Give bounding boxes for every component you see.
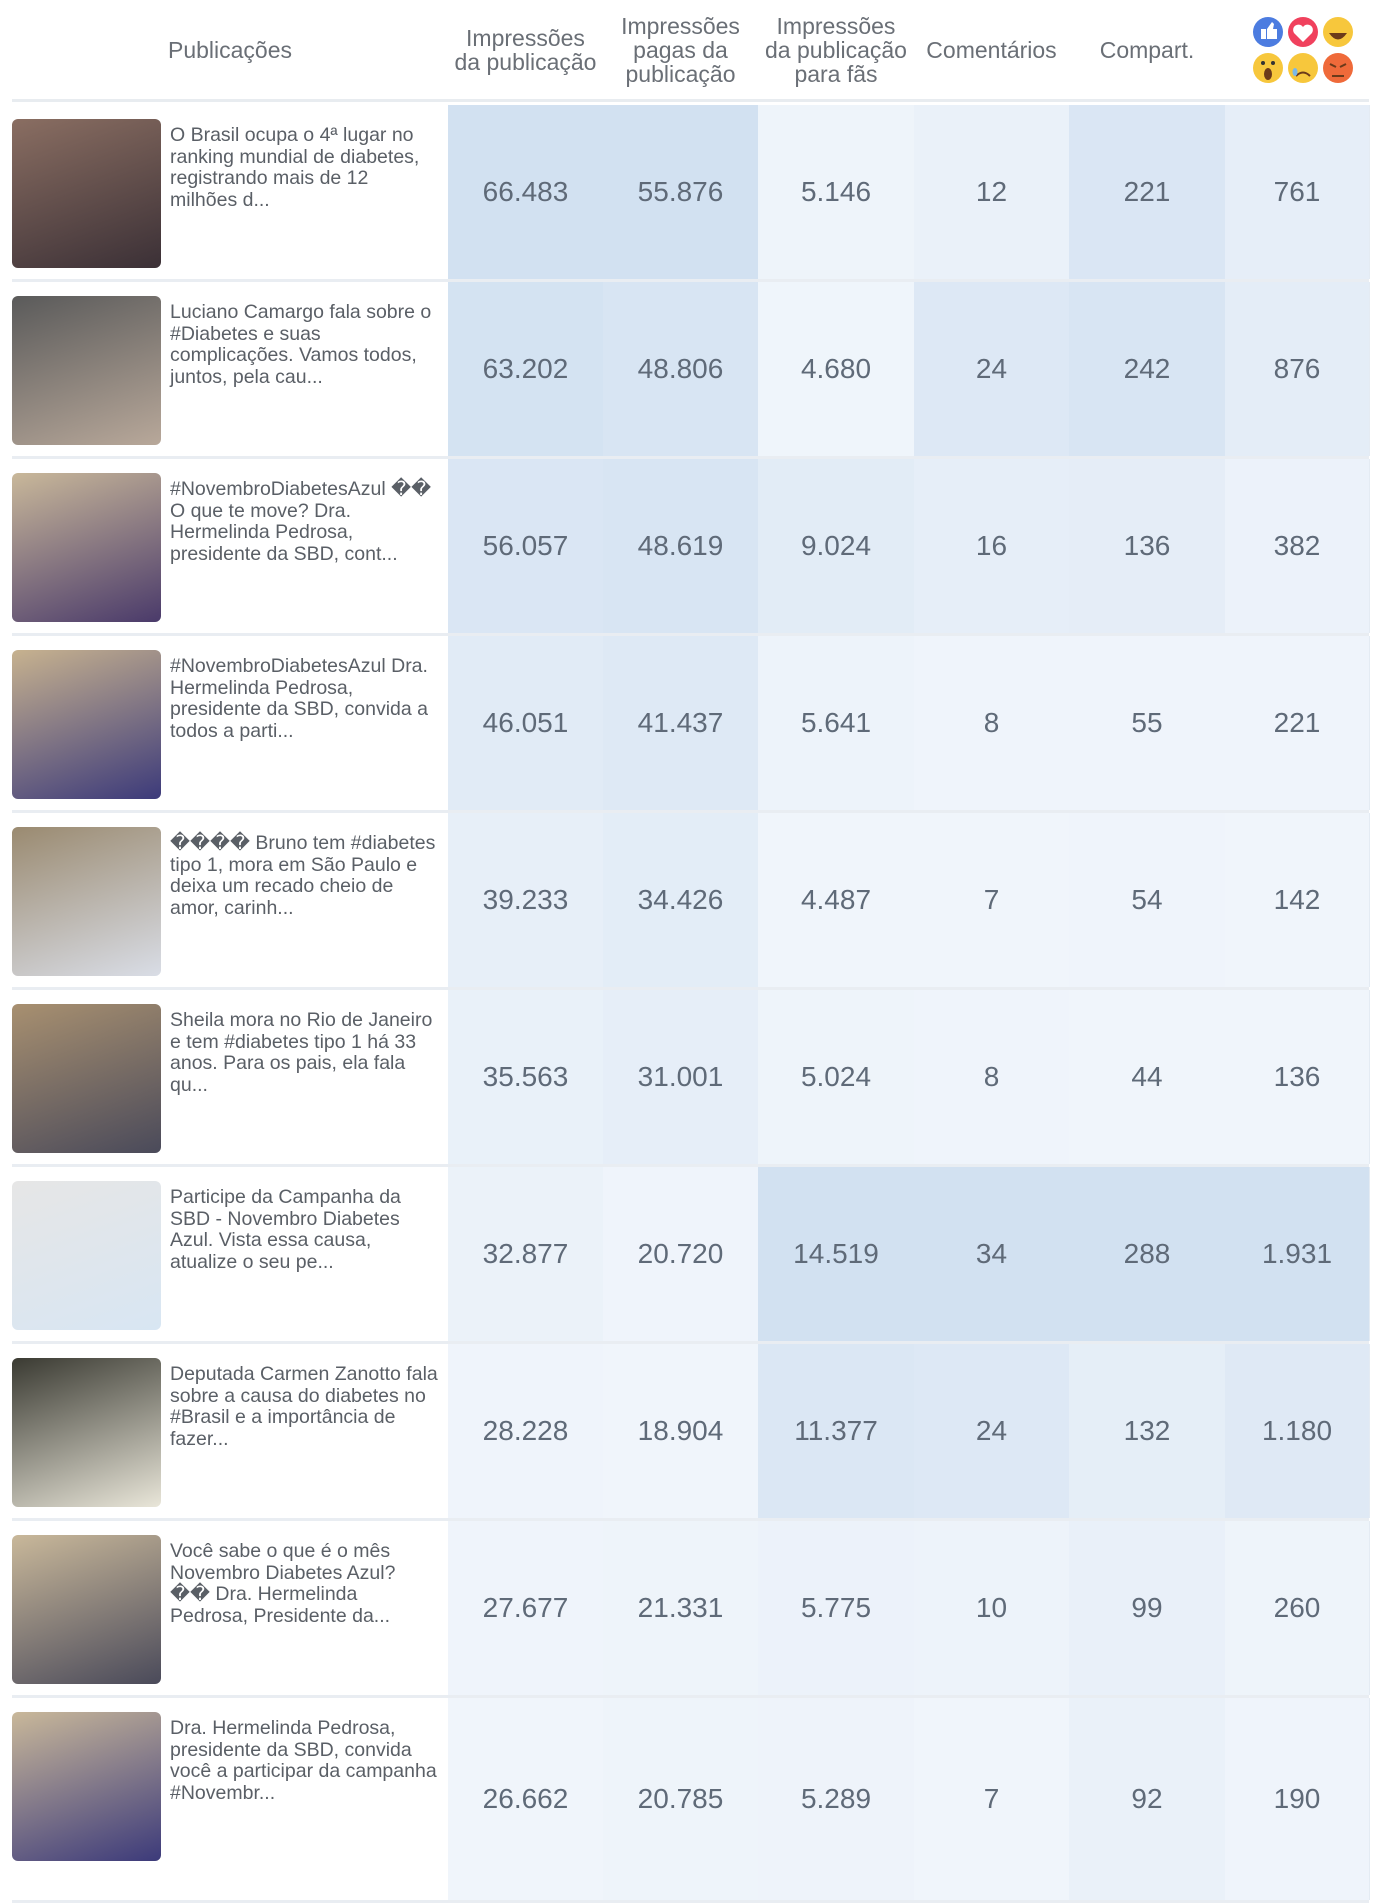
metric-cell: 5.775 [758, 1521, 915, 1695]
post-thumbnail [12, 1358, 161, 1507]
column-header: Publicações [167, 37, 293, 63]
column-header: Compart. [1099, 37, 1195, 63]
table-row: Participe da Campanha da SBD - Novembro … [12, 1167, 1370, 1344]
metric-cell: 11.377 [758, 1344, 915, 1518]
metric-cell: 55 [1069, 636, 1226, 810]
metric-cell: 221 [1069, 105, 1226, 279]
metric-cell: 382 [1225, 459, 1370, 633]
column-header: Impressões pagas da publicação [621, 13, 740, 87]
table-row: ���� Bruno tem #diabetes tipo 1, mora em… [12, 813, 1370, 990]
metric-cell: 39.233 [448, 813, 604, 987]
metric-cell: 1.931 [1225, 1167, 1370, 1341]
metric-cell: 99 [1069, 1521, 1226, 1695]
metric-cell: 260 [1225, 1521, 1370, 1695]
metric-cell: 92 [1069, 1698, 1226, 1900]
metric-cell: 9.024 [758, 459, 915, 633]
table-row: Luciano Camargo fala sobre o #Diabetes e… [12, 282, 1370, 459]
metric-cell: 21.331 [603, 1521, 759, 1695]
column-header: Comentários [926, 37, 1057, 63]
metric-cell: 12 [914, 105, 1070, 279]
metric-cell: 14.519 [758, 1167, 915, 1341]
metric-cell: 20.720 [603, 1167, 759, 1341]
post-text: Sheila mora no Rio de Janeiro e tem #dia… [170, 1009, 433, 1096]
metric-cell: 7 [914, 813, 1070, 987]
metric-cell: 31.001 [603, 990, 759, 1164]
metric-cell: 242 [1069, 282, 1226, 456]
post-text: ���� Bruno tem #diabetes tipo 1, mora em… [170, 832, 436, 919]
metric-cell: 132 [1069, 1344, 1226, 1518]
post-thumbnail [12, 1712, 161, 1861]
post-text: Dra. Hermelinda Pedrosa, presidente da S… [170, 1717, 437, 1804]
metric-cell: 8 [914, 636, 1070, 810]
metric-cell: 5.024 [758, 990, 915, 1164]
metric-cell: 7 [914, 1698, 1070, 1900]
metric-cell: 24 [914, 282, 1070, 456]
metric-cell: 35.563 [448, 990, 604, 1164]
metric-cell: 288 [1069, 1167, 1226, 1341]
table-row: #NovembroDiabetesAzul Dra. Hermelinda Pe… [12, 636, 1370, 813]
metric-cell: 41.437 [603, 636, 759, 810]
metric-cell: 28.228 [448, 1344, 604, 1518]
metric-cell: 34 [914, 1167, 1070, 1341]
metric-cell: 1.180 [1225, 1344, 1370, 1518]
metric-cell: 66.483 [448, 105, 604, 279]
metric-cell: 34.426 [603, 813, 759, 987]
table-row: Você sabe o que é o mês Novembro Diabete… [12, 1521, 1370, 1698]
metric-cell: 136 [1069, 459, 1226, 633]
post-text: Deputada Carmen Zanotto fala sobre a cau… [170, 1363, 438, 1450]
metric-cell: 5.641 [758, 636, 915, 810]
metric-cell: 16 [914, 459, 1070, 633]
metric-cell: 32.877 [448, 1167, 604, 1341]
metric-cell: 5.289 [758, 1698, 915, 1900]
metric-cell: 56.057 [448, 459, 604, 633]
metric-cell: 44 [1069, 990, 1226, 1164]
post-text: O Brasil ocupa o 4ª lugar no ranking mun… [170, 124, 420, 211]
metric-cell: 221 [1225, 636, 1370, 810]
metric-cell: 46.051 [448, 636, 604, 810]
metric-cell: 761 [1225, 105, 1370, 279]
metric-cell: 26.662 [448, 1698, 604, 1900]
metric-cell: 20.785 [603, 1698, 759, 1900]
metric-cell: 136 [1225, 990, 1370, 1164]
metric-cell: 8 [914, 990, 1070, 1164]
post-text: #NovembroDiabetesAzul �� O que te move? … [170, 478, 432, 565]
post-thumbnail [12, 1181, 161, 1330]
metric-cell: 48.619 [603, 459, 759, 633]
metric-cell: 48.806 [603, 282, 759, 456]
post-text: Luciano Camargo fala sobre o #Diabetes e… [170, 301, 432, 388]
metric-cell: 876 [1225, 282, 1370, 456]
metric-cell: 4.680 [758, 282, 915, 456]
table-row: Deputada Carmen Zanotto fala sobre a cau… [12, 1344, 1370, 1521]
post-thumbnail [12, 119, 161, 268]
post-text: #NovembroDiabetesAzul Dra. Hermelinda Pe… [170, 655, 428, 742]
post-text: Participe da Campanha da SBD - Novembro … [170, 1186, 401, 1273]
column-header: Impressões da publicação [454, 25, 597, 75]
post-thumbnail [12, 827, 161, 976]
post-thumbnail [12, 1004, 161, 1153]
post-thumbnail [12, 1535, 161, 1684]
metric-cell: 24 [914, 1344, 1070, 1518]
metric-cell: 5.146 [758, 105, 915, 279]
metric-cell: 55.876 [603, 105, 759, 279]
table-row: Sheila mora no Rio de Janeiro e tem #dia… [12, 990, 1370, 1167]
metric-cell: 4.487 [758, 813, 915, 987]
post-thumbnail [12, 296, 161, 445]
post-thumbnail [12, 650, 161, 799]
post-thumbnail [12, 473, 161, 622]
metric-cell: 63.202 [448, 282, 604, 456]
reactions-icon [1253, 17, 1353, 83]
header-divider [12, 99, 1369, 102]
post-text: Você sabe o que é o mês Novembro Diabete… [170, 1540, 396, 1627]
table-row: Dra. Hermelinda Pedrosa, presidente da S… [12, 1698, 1370, 1903]
table-row: #NovembroDiabetesAzul �� O que te move? … [12, 459, 1370, 636]
metric-cell: 142 [1225, 813, 1370, 987]
column-header: Impressões da publicação para fãs [765, 13, 907, 87]
metric-cell: 27.677 [448, 1521, 604, 1695]
metric-cell: 54 [1069, 813, 1226, 987]
table-row: O Brasil ocupa o 4ª lugar no ranking mun… [12, 105, 1370, 282]
metric-cell: 18.904 [603, 1344, 759, 1518]
metric-cell: 190 [1225, 1698, 1370, 1900]
metric-cell: 10 [914, 1521, 1070, 1695]
